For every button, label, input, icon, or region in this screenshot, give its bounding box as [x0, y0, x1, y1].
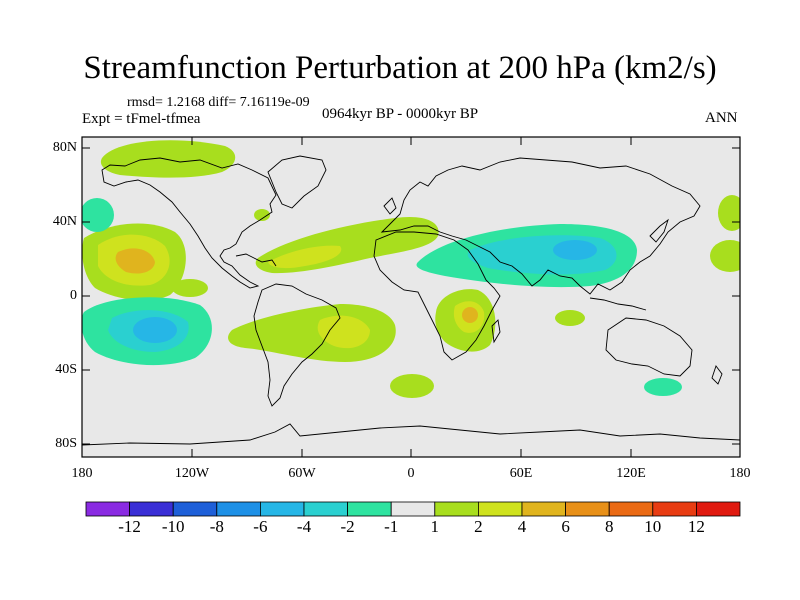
map-background [82, 137, 740, 457]
coastline-north-america [101, 157, 277, 289]
colorbar-box-10 [521, 501, 566, 517]
colorbar-label: -1 [384, 517, 399, 536]
lat-label-40n: 40N [52, 214, 77, 229]
colorbar-label: 1 [430, 517, 440, 536]
colorbar-label: 8 [604, 517, 614, 536]
lon-label-60w: 60W [288, 466, 316, 481]
contour-region-epac-east [710, 240, 740, 272]
contour-region-nwpacific [82, 198, 114, 232]
lon-ticks [81, 137, 741, 457]
contour-region-asia-inner [553, 240, 597, 260]
lon-label-120e: 120E [616, 466, 646, 481]
colorbar-label: -4 [296, 517, 312, 536]
coastline-madagascar [491, 319, 501, 344]
contour-fills [82, 140, 740, 398]
colorbar-label: -12 [118, 517, 141, 536]
colorbar-label: 10 [644, 517, 662, 536]
colorbar-label: -8 [209, 517, 224, 536]
lon-label-120w: 120W [174, 466, 210, 481]
coastline-new-zealand [711, 365, 723, 385]
lat-label-40s: 40S [55, 362, 77, 377]
period-label: 0964kyr BP - 0000kyr BP [322, 106, 479, 122]
colorbar-label: 4 [517, 517, 527, 536]
colorbar-label: -10 [161, 517, 185, 536]
coastline-africa [373, 231, 501, 361]
colorbar-label: 2 [474, 517, 483, 536]
coastline-south-america [253, 283, 341, 407]
colorbar-box-1 [129, 501, 174, 517]
colorbar-label: 12 [687, 517, 705, 536]
colorbar-box-0 [85, 501, 130, 517]
coastlines [82, 155, 740, 446]
contour-region-indian [555, 310, 585, 326]
colorbar-box-5 [303, 501, 348, 517]
colorbar-label: -2 [340, 517, 355, 536]
season-label: ANN [705, 110, 738, 126]
coastline-uk [383, 197, 397, 215]
lat-label-80s: 80S [55, 436, 77, 451]
colorbar-box-7 [390, 501, 436, 517]
coastline-japan [649, 218, 669, 243]
lat-ticks [82, 147, 740, 445]
lat-label-0: 0 [70, 288, 77, 303]
coastline-eurasia [380, 157, 701, 295]
contour-region-east-edge [718, 195, 740, 231]
contour-region-atlantic-core [268, 245, 342, 269]
colorbar-box-6 [347, 501, 392, 517]
coastline-australia [605, 317, 693, 377]
lon-label-60e: 60E [509, 466, 533, 481]
contour-region-greenland [254, 209, 270, 221]
colorbar-box-2 [172, 501, 218, 517]
lon-label-0: 0 [407, 466, 415, 481]
contour-region-pacific-small [172, 279, 208, 297]
colorbar-label: 6 [561, 517, 570, 536]
plot-title: Streamfunction Perturbation at 200 hPa (… [83, 50, 717, 86]
contour-region-arctic [100, 140, 236, 178]
coastline-indonesia [589, 297, 647, 311]
colorbar-box-4 [259, 501, 305, 517]
colorbar-box-9 [477, 501, 523, 517]
contour-region-spacific-inner [133, 317, 177, 343]
contour-region-sw-atlantic [390, 374, 434, 398]
lon-label-180w: 180 [71, 466, 93, 481]
coastline-gulf [235, 253, 277, 267]
colorbar-box-13 [652, 501, 697, 517]
axis-ticks [81, 137, 741, 457]
contour-region-s-indian [644, 378, 682, 396]
coastline-antarctica [82, 423, 740, 446]
colorbar-box-12 [608, 501, 654, 517]
contour-region-satlantic-core [317, 315, 370, 349]
lon-label-180e: 180 [729, 466, 751, 481]
coastline-greenland [267, 155, 327, 209]
experiment-label: Expt = tFmel-tfmea [82, 111, 201, 127]
colorbar-box-8 [434, 501, 479, 517]
contour-region-npacific-inner [115, 248, 155, 274]
stats-line: rmsd= 1.2168 diff= 7.16119e-09 [127, 95, 310, 110]
colorbar-box-3 [216, 501, 261, 517]
colorbar-label: -6 [253, 517, 268, 536]
colorbar-box-14 [696, 501, 741, 517]
contour-region-africa-inner [462, 307, 478, 323]
colorbar [85, 501, 741, 517]
lat-label-80n: 80N [52, 140, 77, 155]
colorbar-box-11 [565, 501, 610, 517]
